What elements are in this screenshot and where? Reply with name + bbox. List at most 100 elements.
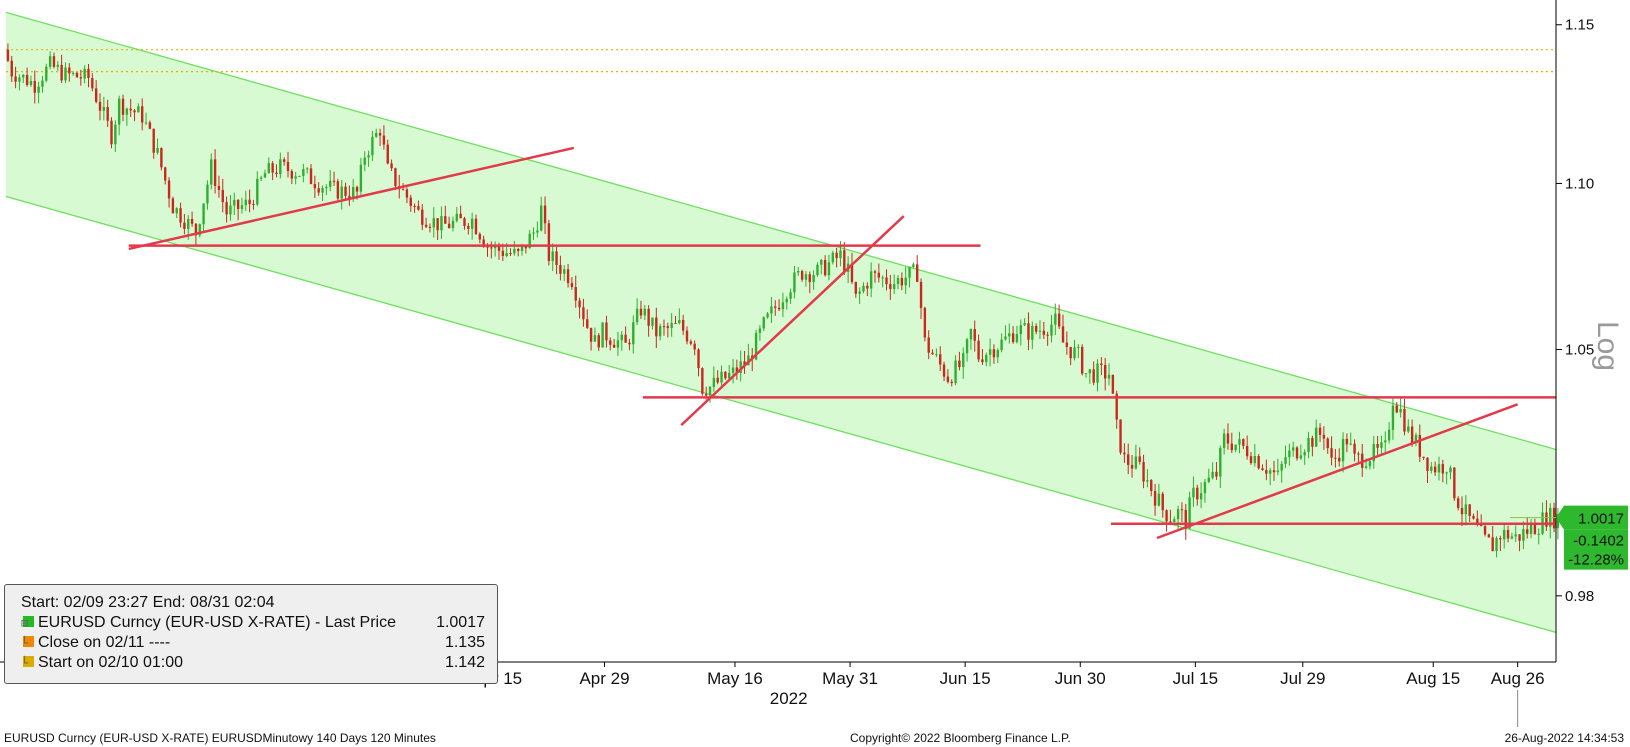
candle-body [1330,448,1333,458]
candle-body [48,56,52,67]
legend-item-last-price[interactable]: ⊟ EURUSD Curncy (EUR-USD X-RATE) - Last … [17,613,485,633]
candle-body [6,49,10,61]
x-tick-label: Jun 15 [940,669,991,688]
candle-body [1176,509,1180,520]
candle-body [482,239,485,247]
candle-body [743,361,746,366]
candle-body [758,328,762,333]
candle-body [835,252,838,259]
candle-body [148,122,152,129]
x-tick-label: May 16 [707,669,763,688]
candle-body [716,377,719,383]
legend-item-start[interactable]: └ Start on 02/10 01:00 1.142 [17,653,485,673]
candle-body [117,98,121,125]
candle-body [616,340,620,348]
tree-expand-icon[interactable]: ⊟ [21,616,29,630]
candle-body [455,213,459,221]
legend-label-close: Close on 02/11 ---- [38,634,171,651]
candle-body [1138,456,1141,462]
candle-body [394,168,397,186]
candle-body [363,157,366,165]
candle-body [532,232,535,234]
candle-body [386,144,389,164]
candle-body [950,381,953,384]
candle-body [424,224,428,227]
candle-body [1065,342,1069,347]
candle-body [566,269,570,284]
candle-body [1111,374,1115,394]
legend-item-close[interactable]: └ Close on 02/11 ---- 1.135 [17,633,485,653]
candle-body [45,66,48,81]
candle-body [862,285,865,292]
candle-body [486,246,489,248]
x-tick-label: Jul 15 [1173,669,1218,688]
candle-body [1142,461,1145,482]
candle-body [635,308,639,323]
candle-body [1495,538,1498,552]
candle-body [1387,429,1391,441]
candle-body [839,250,842,259]
footer-timestamp: 26-Aug-2022 14:34:53 [1504,731,1624,745]
candle-body [1130,464,1134,469]
candle-body [1249,456,1253,464]
candle-body [401,189,405,191]
candle-body [1203,481,1207,494]
candle-body [954,360,957,384]
candle-body [962,353,965,368]
candle-body [1349,443,1352,445]
candle-body [56,64,59,67]
candle-body [1514,534,1517,537]
candle-body [22,74,25,78]
candle-body [1437,464,1441,473]
candle-body [896,278,900,285]
candle-body [685,330,689,342]
candle-body [405,189,409,198]
candle-body [1476,518,1479,526]
candle-body [555,251,558,266]
candle-body [762,317,765,329]
candle-body [290,171,294,179]
candle-body [977,340,980,360]
candle-body [474,218,478,234]
candle-body [904,277,907,286]
candle-body [279,159,282,175]
candle-body [1545,512,1548,527]
candle-body [332,180,336,182]
candle-body [1050,324,1053,336]
candle-body [114,124,117,145]
candle-body [666,326,670,328]
candle-body [601,322,604,348]
candle-body [720,371,723,383]
candle-body [1403,408,1406,432]
legend-box: Start: 02/09 23:27 End: 08/31 02:04 ⊟ EU… [4,584,498,684]
candle-body [881,277,884,279]
candle-body [589,327,593,342]
candle-body [1395,405,1398,413]
candle-body [658,326,662,337]
candle-body [1207,477,1210,482]
candle-body [1299,455,1303,459]
candle-body [1061,326,1065,343]
candle-body [1353,443,1356,454]
candle-body [1380,442,1383,448]
candle-body [827,262,831,276]
candle-body [18,77,21,82]
x-tick-label: May 31 [822,669,878,688]
candle-body [1180,509,1184,511]
candle-body [578,300,581,308]
candle-body [1357,453,1360,455]
candle-body [1384,440,1387,443]
candle-body [1011,333,1015,343]
candle-body [1261,468,1264,471]
candle-body [996,350,999,358]
candle-body [129,108,132,111]
candle-body [378,132,382,136]
candle-body [965,339,969,354]
candle-body [1092,369,1095,383]
candle-body [570,283,574,288]
candle-body [1069,346,1072,359]
candle-body [367,155,370,158]
x-tick-label: Aug 15 [1406,669,1460,688]
candle-body [294,176,297,179]
candle-body [133,110,136,113]
